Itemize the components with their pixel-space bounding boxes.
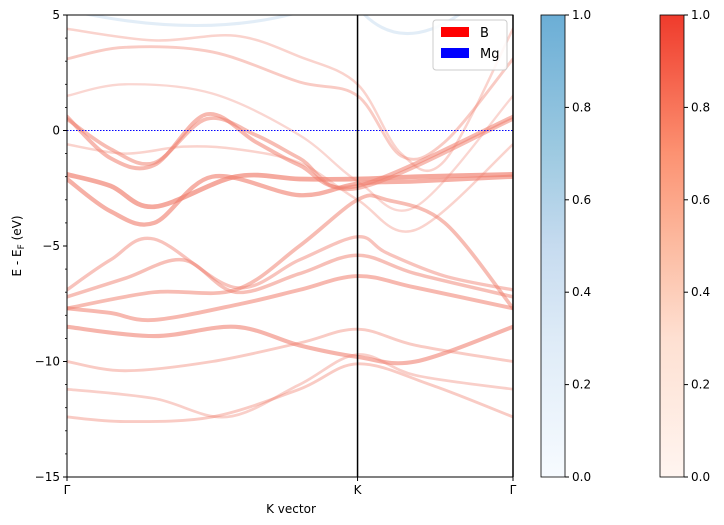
colorbar-tick-label: 1.0 xyxy=(572,8,591,22)
colorbar-blues-gradient xyxy=(540,14,566,478)
band-line-1 xyxy=(67,353,513,419)
colorbar-tick-label: 0.8 xyxy=(572,100,591,114)
band-line-4 xyxy=(67,274,513,323)
legend-label-mg: Mg xyxy=(480,47,499,62)
colorbar-tick-label: 0.6 xyxy=(572,193,591,207)
legend: B Mg xyxy=(432,19,508,71)
y-tick-label: −10 xyxy=(35,355,60,369)
colorbar-tick-label: 0.0 xyxy=(572,470,591,484)
y-axis-label-main: E - E xyxy=(10,249,24,276)
y-axis-label: E - EF (eV) xyxy=(10,215,27,276)
band-line-8 xyxy=(67,172,513,210)
band-line-14 xyxy=(67,83,513,212)
band-line-10 xyxy=(67,112,513,190)
band-line-2 xyxy=(67,327,513,373)
colorbar-tick-label: 0.0 xyxy=(691,470,710,484)
band-line-0 xyxy=(67,362,513,424)
band-line-15 xyxy=(67,143,513,233)
x-axis-label: K vector xyxy=(266,502,316,516)
band-line-3 xyxy=(67,324,513,366)
y-tick-label: 5 xyxy=(52,8,60,22)
band-line-5 xyxy=(67,253,513,299)
y-tick-label: −5 xyxy=(42,239,60,253)
colorbar-tick-label: 0.4 xyxy=(572,285,591,299)
colorbar-tick-label: 0.6 xyxy=(691,193,710,207)
x-tick-label: K xyxy=(354,483,363,497)
colorbar-tick-label: 0.2 xyxy=(572,378,591,392)
x-tick-label: Γ xyxy=(64,483,71,497)
plot-area xyxy=(67,15,513,477)
band-line-7 xyxy=(67,173,513,227)
legend-label-b: B xyxy=(480,26,489,41)
band-lines xyxy=(67,27,513,424)
y-tick-label: 0 xyxy=(52,124,60,138)
legend-swatch-mg xyxy=(441,48,469,58)
band-line-11 xyxy=(67,116,513,192)
y-axis-ticks: 5 0 −5 −10 −15 xyxy=(35,8,67,484)
colorbar-reds: 0.0 0.2 0.4 0.6 0.8 1.0 xyxy=(659,8,710,484)
colorbar-blues-ticks: 0.0 0.2 0.4 0.6 0.8 1.0 xyxy=(565,8,591,484)
mg-band xyxy=(83,15,295,27)
x-tick-label: Γ xyxy=(510,483,517,497)
colorbar-tick-label: 0.2 xyxy=(691,378,710,392)
colorbar-tick-label: 0.8 xyxy=(691,100,710,114)
band-line-6 xyxy=(67,235,513,292)
colorbar-reds-ticks: 0.0 0.2 0.4 0.6 0.8 1.0 xyxy=(684,8,710,484)
band-line-12 xyxy=(67,45,513,161)
colorbar-tick-label: 0.4 xyxy=(691,285,710,299)
colorbar-blues: 0.0 0.2 0.4 0.6 0.8 1.0 xyxy=(540,8,591,484)
y-axis-label-unit: (eV) xyxy=(10,215,24,244)
colorbar-tick-label: 1.0 xyxy=(691,8,710,22)
colorbar-reds-gradient xyxy=(659,14,685,478)
band-line-13 xyxy=(67,27,513,173)
legend-swatch-b xyxy=(441,27,469,37)
y-axis-label-subscript: F xyxy=(17,244,27,249)
y-tick-label: −15 xyxy=(35,470,60,484)
band-line-9 xyxy=(67,193,513,311)
